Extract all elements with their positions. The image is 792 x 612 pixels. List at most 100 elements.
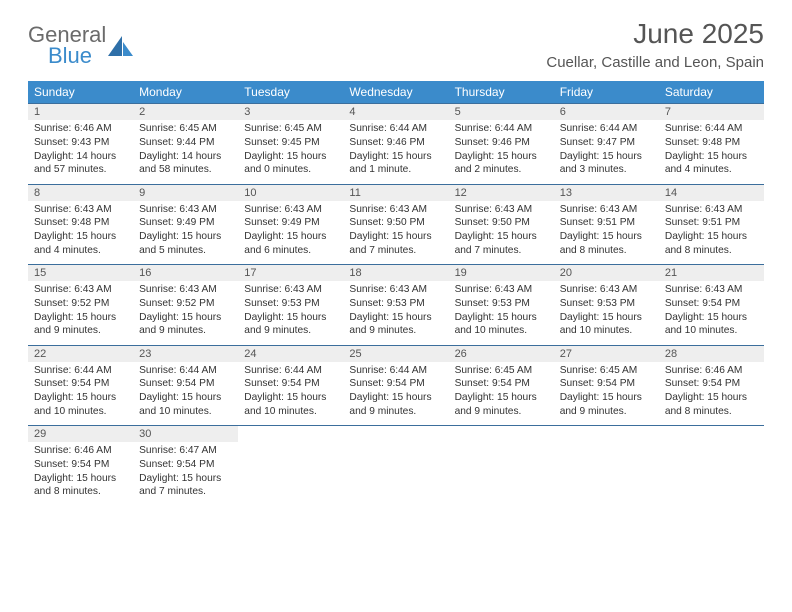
day-number: 13 xyxy=(560,187,572,199)
day-body-row: Sunrise: 6:46 AMSunset: 9:43 PMDaylight:… xyxy=(28,120,764,184)
daylight-text: Daylight: 15 hours and 9 minutes. xyxy=(560,391,653,419)
sunset-text: Sunset: 9:47 PM xyxy=(560,136,653,150)
sunrise-text: Sunrise: 6:43 AM xyxy=(455,283,548,297)
day-body-cell: Sunrise: 6:46 AMSunset: 9:54 PMDaylight:… xyxy=(28,442,133,506)
sunrise-text: Sunrise: 6:46 AM xyxy=(34,122,127,136)
daylight-text: Daylight: 15 hours and 7 minutes. xyxy=(349,230,442,258)
day-number-cell: 20 xyxy=(554,265,659,282)
day-body-cell: Sunrise: 6:43 AMSunset: 9:53 PMDaylight:… xyxy=(449,281,554,345)
day-number-row: 2930 xyxy=(28,426,764,443)
day-body-cell: Sunrise: 6:43 AMSunset: 9:51 PMDaylight:… xyxy=(659,201,764,265)
day-body-cell: Sunrise: 6:43 AMSunset: 9:53 PMDaylight:… xyxy=(238,281,343,345)
weekday-header: Wednesday xyxy=(343,81,448,104)
sunset-text: Sunset: 9:52 PM xyxy=(139,297,232,311)
sunrise-text: Sunrise: 6:45 AM xyxy=(560,364,653,378)
day-number-row: 22232425262728 xyxy=(28,345,764,362)
day-body-cell: Sunrise: 6:43 AMSunset: 9:51 PMDaylight:… xyxy=(554,201,659,265)
day-number: 26 xyxy=(455,348,467,360)
calendar-table: Sunday Monday Tuesday Wednesday Thursday… xyxy=(28,81,764,506)
sunset-text: Sunset: 9:54 PM xyxy=(349,377,442,391)
day-number: 25 xyxy=(349,348,361,360)
sunrise-text: Sunrise: 6:47 AM xyxy=(139,444,232,458)
day-number-cell: 2 xyxy=(133,104,238,121)
calendar-page: General Blue June 2025 Cuellar, Castille… xyxy=(0,0,792,506)
day-body-cell: Sunrise: 6:43 AMSunset: 9:49 PMDaylight:… xyxy=(238,201,343,265)
sunset-text: Sunset: 9:54 PM xyxy=(34,377,127,391)
day-number-cell: 15 xyxy=(28,265,133,282)
day-number-cell xyxy=(449,426,554,443)
day-number: 4 xyxy=(349,106,355,118)
day-number: 15 xyxy=(34,267,46,279)
sunset-text: Sunset: 9:54 PM xyxy=(244,377,337,391)
day-body-cell: Sunrise: 6:44 AMSunset: 9:48 PMDaylight:… xyxy=(659,120,764,184)
day-number: 2 xyxy=(139,106,145,118)
daylight-text: Daylight: 15 hours and 10 minutes. xyxy=(665,311,758,339)
day-body-cell: Sunrise: 6:43 AMSunset: 9:49 PMDaylight:… xyxy=(133,201,238,265)
sunrise-text: Sunrise: 6:45 AM xyxy=(139,122,232,136)
daylight-text: Daylight: 15 hours and 6 minutes. xyxy=(244,230,337,258)
sunset-text: Sunset: 9:51 PM xyxy=(665,216,758,230)
page-title: June 2025 xyxy=(546,18,764,50)
day-number-cell: 25 xyxy=(343,345,448,362)
day-body-cell: Sunrise: 6:44 AMSunset: 9:54 PMDaylight:… xyxy=(28,362,133,426)
daylight-text: Daylight: 15 hours and 8 minutes. xyxy=(665,230,758,258)
day-number: 18 xyxy=(349,267,361,279)
day-number: 28 xyxy=(665,348,677,360)
day-body-cell: Sunrise: 6:46 AMSunset: 9:54 PMDaylight:… xyxy=(659,362,764,426)
day-body-row: Sunrise: 6:43 AMSunset: 9:48 PMDaylight:… xyxy=(28,201,764,265)
daylight-text: Daylight: 14 hours and 57 minutes. xyxy=(34,150,127,178)
daylight-text: Daylight: 14 hours and 58 minutes. xyxy=(139,150,232,178)
sunset-text: Sunset: 9:53 PM xyxy=(244,297,337,311)
day-body-cell: Sunrise: 6:43 AMSunset: 9:48 PMDaylight:… xyxy=(28,201,133,265)
day-number-cell: 28 xyxy=(659,345,764,362)
daylight-text: Daylight: 15 hours and 7 minutes. xyxy=(139,472,232,500)
day-number-cell: 14 xyxy=(659,184,764,201)
day-number-cell: 6 xyxy=(554,104,659,121)
daylight-text: Daylight: 15 hours and 1 minute. xyxy=(349,150,442,178)
sunrise-text: Sunrise: 6:44 AM xyxy=(455,122,548,136)
daylight-text: Daylight: 15 hours and 9 minutes. xyxy=(34,311,127,339)
day-body-cell: Sunrise: 6:44 AMSunset: 9:46 PMDaylight:… xyxy=(343,120,448,184)
sunrise-text: Sunrise: 6:43 AM xyxy=(455,203,548,217)
day-number-cell: 19 xyxy=(449,265,554,282)
header: General Blue June 2025 Cuellar, Castille… xyxy=(28,18,764,71)
daylight-text: Daylight: 15 hours and 3 minutes. xyxy=(560,150,653,178)
day-number-cell: 26 xyxy=(449,345,554,362)
weekday-header: Monday xyxy=(133,81,238,104)
sunrise-text: Sunrise: 6:43 AM xyxy=(560,203,653,217)
daylight-text: Daylight: 15 hours and 9 minutes. xyxy=(244,311,337,339)
day-body-cell xyxy=(659,442,764,506)
sunset-text: Sunset: 9:53 PM xyxy=(560,297,653,311)
weekday-header: Sunday xyxy=(28,81,133,104)
sunrise-text: Sunrise: 6:45 AM xyxy=(244,122,337,136)
day-number-cell: 10 xyxy=(238,184,343,201)
day-body-cell: Sunrise: 6:43 AMSunset: 9:52 PMDaylight:… xyxy=(28,281,133,345)
sunrise-text: Sunrise: 6:44 AM xyxy=(349,122,442,136)
day-body-cell: Sunrise: 6:44 AMSunset: 9:54 PMDaylight:… xyxy=(238,362,343,426)
sunset-text: Sunset: 9:51 PM xyxy=(560,216,653,230)
sunset-text: Sunset: 9:45 PM xyxy=(244,136,337,150)
day-number-cell: 22 xyxy=(28,345,133,362)
day-body-cell: Sunrise: 6:44 AMSunset: 9:54 PMDaylight:… xyxy=(343,362,448,426)
day-number-cell xyxy=(238,426,343,443)
sunrise-text: Sunrise: 6:44 AM xyxy=(244,364,337,378)
sunset-text: Sunset: 9:54 PM xyxy=(560,377,653,391)
day-body-cell xyxy=(238,442,343,506)
day-number: 6 xyxy=(560,106,566,118)
day-number-cell: 13 xyxy=(554,184,659,201)
day-number-cell: 17 xyxy=(238,265,343,282)
daylight-text: Daylight: 15 hours and 8 minutes. xyxy=(560,230,653,258)
daylight-text: Daylight: 15 hours and 10 minutes. xyxy=(34,391,127,419)
sunrise-text: Sunrise: 6:43 AM xyxy=(139,283,232,297)
day-body-cell: Sunrise: 6:45 AMSunset: 9:44 PMDaylight:… xyxy=(133,120,238,184)
sunrise-text: Sunrise: 6:43 AM xyxy=(139,203,232,217)
day-number-cell: 11 xyxy=(343,184,448,201)
day-body-cell: Sunrise: 6:43 AMSunset: 9:54 PMDaylight:… xyxy=(659,281,764,345)
sunset-text: Sunset: 9:49 PM xyxy=(139,216,232,230)
day-number: 9 xyxy=(139,187,145,199)
sunrise-text: Sunrise: 6:44 AM xyxy=(34,364,127,378)
sunset-text: Sunset: 9:54 PM xyxy=(455,377,548,391)
sunrise-text: Sunrise: 6:46 AM xyxy=(665,364,758,378)
sunset-text: Sunset: 9:43 PM xyxy=(34,136,127,150)
day-body-cell: Sunrise: 6:45 AMSunset: 9:54 PMDaylight:… xyxy=(449,362,554,426)
